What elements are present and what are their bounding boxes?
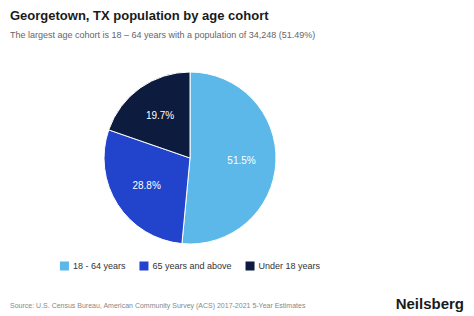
legend-swatch [246, 262, 255, 271]
legend-label: 18 - 64 years [73, 261, 126, 271]
legend-label: 65 years and above [152, 261, 231, 271]
source-note: Source: U.S. Census Bureau, American Com… [10, 302, 306, 310]
branding: Neilsberg [396, 295, 464, 312]
legend-swatch [60, 262, 69, 271]
title: Georgetown, TX population by age cohort [10, 8, 269, 23]
pie-slice [109, 72, 190, 158]
data-label: 51.5% [227, 155, 255, 166]
pie-slice [182, 72, 276, 244]
subtitle: The largest age cohort is 18 – 64 years … [10, 30, 315, 40]
chart: Georgetown, TX population by age cohort T… [0, 0, 474, 316]
legend-swatch [139, 262, 148, 271]
pie [104, 72, 276, 244]
data-label: 19.7% [146, 110, 174, 121]
data-label: 28.8% [132, 180, 160, 191]
legend-label: Under 18 years [259, 261, 321, 271]
legend: 18 - 64 years 65 years and above Under 18 … [60, 261, 321, 271]
background [0, 0, 474, 316]
